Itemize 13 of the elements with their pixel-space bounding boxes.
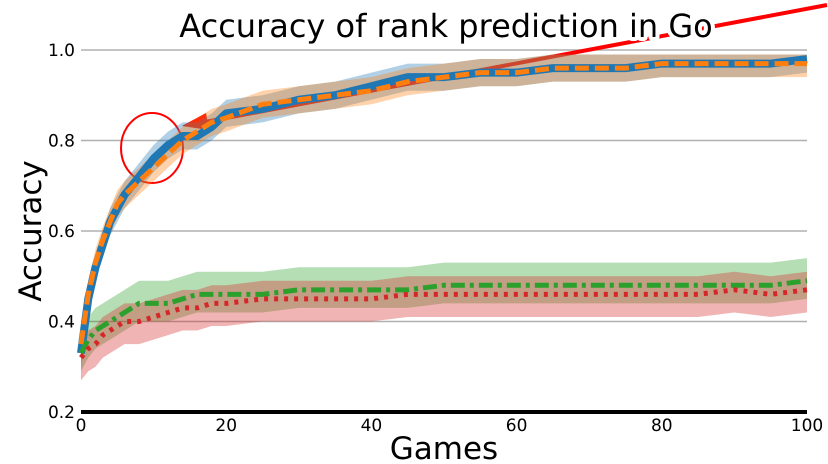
y-tick-label: 0.8 — [48, 131, 75, 152]
x-tick-label: 80 — [650, 416, 673, 436]
x-tick-label: 100 — [790, 416, 824, 436]
y-tick-label: 0.2 — [48, 402, 75, 423]
y-tick-label: 0.6 — [48, 222, 75, 242]
y-tick-label: 1.0 — [48, 40, 75, 61]
y-tick-label: 0.4 — [48, 312, 75, 332]
x-axis-title: Games — [390, 431, 498, 464]
y-axis-title: Accuracy — [13, 160, 49, 302]
x-tick-label: 20 — [215, 416, 238, 436]
x-tick-label: 0 — [76, 416, 86, 436]
x-tick-label: 40 — [360, 416, 382, 436]
x-tick-label: 60 — [506, 416, 528, 436]
